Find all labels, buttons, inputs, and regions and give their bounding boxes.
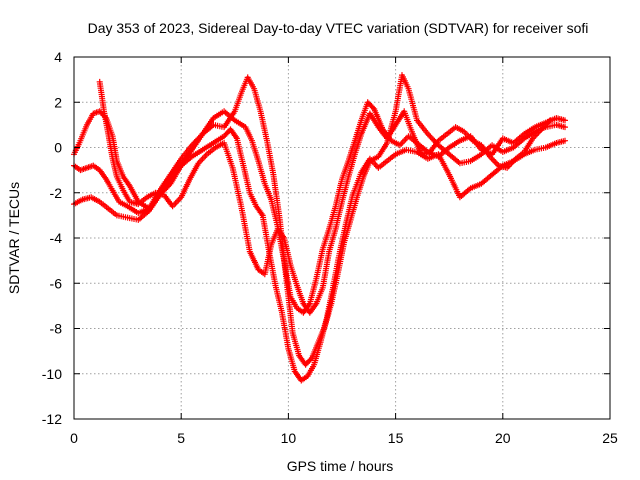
- data-point-markers: [71, 72, 568, 368]
- data-marks: [71, 72, 568, 384]
- x-tick-label: 0: [70, 430, 78, 446]
- y-tick-label: -2: [50, 185, 63, 201]
- y-tick-label: 2: [54, 94, 62, 110]
- x-axis-label: GPS time / hours: [287, 458, 394, 474]
- x-tick-label: 10: [281, 430, 297, 446]
- y-tick-label: -8: [50, 321, 63, 337]
- series-track-3: [71, 126, 568, 384]
- x-tick-label: 20: [495, 430, 511, 446]
- y-tick-label: -10: [42, 366, 62, 382]
- data-point-markers: [96, 78, 553, 316]
- y-tick-label: -6: [50, 275, 63, 291]
- x-tick-label: 5: [177, 430, 185, 446]
- y-tick-label: -12: [42, 411, 62, 427]
- y-tick-label: 0: [54, 140, 62, 156]
- series-track-2: [71, 72, 568, 368]
- axis-ticks: 0 5 10 15 20 25 -12 -10 -8 -6 -4 -2 0 2 4: [42, 49, 618, 446]
- chart-title: Day 353 of 2023, Sidereal Day-to-day VTE…: [88, 20, 589, 36]
- y-tick-label: 4: [54, 49, 62, 65]
- x-tick-label: 25: [602, 430, 618, 446]
- y-axis-label: SDTVAR / TECUs: [6, 182, 22, 294]
- plot-frame: [73, 56, 611, 420]
- data-point-markers: [71, 126, 568, 384]
- series-track-4: [96, 78, 553, 316]
- x-tick-label: 15: [388, 430, 404, 446]
- y-tick-label: -4: [50, 230, 63, 246]
